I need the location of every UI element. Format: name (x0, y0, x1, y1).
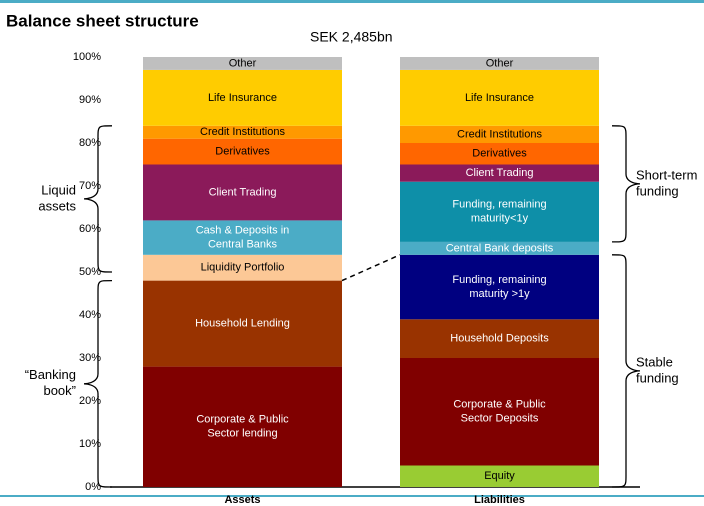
brace (83, 279, 113, 488)
annotation: funding (636, 370, 679, 385)
brace (83, 125, 113, 273)
y-tick-label: 80% (79, 137, 101, 149)
segment-label: Other (486, 57, 514, 69)
annotation: Liquid (41, 182, 76, 197)
segment-label: Household Lending (195, 318, 290, 330)
y-tick-label: 40% (79, 309, 101, 321)
segment-label: maturity >1y (469, 288, 530, 300)
segment-label: Cash & Deposits in (196, 225, 290, 237)
annotation: book” (43, 383, 76, 398)
annotation: “Banking (25, 367, 76, 382)
y-tick-label: 30% (79, 352, 101, 364)
y-tick-label: 0% (85, 481, 101, 493)
y-tick-label: 90% (79, 94, 101, 106)
y-tick-label: 20% (79, 395, 101, 407)
bar-segment (400, 57, 599, 70)
segment-label: Client Trading (209, 186, 277, 198)
bar-segment (400, 241, 599, 255)
bar-segment (143, 125, 342, 139)
bottom-rule (0, 495, 704, 497)
connector (341, 254, 401, 282)
segment-label: Life Insurance (465, 92, 534, 104)
segment-label: Corporate & Public (453, 399, 546, 411)
chart-title: Balance sheet structure (6, 11, 199, 30)
segment-label: Central Bank deposits (446, 242, 554, 254)
bar-segment (143, 69, 342, 126)
segment-label: Sector Deposits (461, 413, 539, 425)
segment-label: Equity (484, 470, 515, 482)
bar-segment (143, 57, 342, 70)
segment-label: Funding, remaining (452, 199, 546, 211)
segment-label: Central Banks (208, 239, 278, 251)
y-tick-label: 10% (79, 438, 101, 450)
segment-label: Household Deposits (450, 333, 549, 345)
annotation: Short-term (636, 167, 697, 182)
bar-segment (400, 69, 599, 126)
segment-label: Life Insurance (208, 92, 277, 104)
bar-segment (143, 138, 342, 165)
top-rule (0, 0, 704, 3)
y-tick-label: 100% (73, 51, 101, 63)
x-tick-label: Assets (224, 494, 260, 506)
y-tick-label: 50% (79, 266, 101, 278)
bar-segment (400, 358, 599, 466)
chart-subtitle: SEK 2,485bn (310, 29, 393, 45)
segment-label: maturity<1y (471, 213, 529, 225)
y-tick-label: 60% (79, 223, 101, 235)
annotation: Stable (636, 354, 673, 369)
bar-segment (143, 220, 342, 255)
segment-label: Credit Institutions (457, 128, 542, 140)
y-tick-label: 70% (79, 180, 101, 192)
segment-label: Other (229, 57, 257, 69)
brace (611, 125, 641, 243)
bar-segment (400, 181, 599, 242)
bar-segment (400, 164, 599, 182)
bar-segment (400, 143, 599, 165)
bar-segment (400, 254, 599, 320)
segment-label: Derivatives (215, 146, 270, 158)
brace (611, 254, 641, 488)
bar-segment (143, 164, 342, 221)
bar-segment (400, 319, 599, 358)
segment-label: Client Trading (466, 167, 534, 179)
segment-label: Funding, remaining (452, 274, 546, 286)
bar-segment (143, 254, 342, 281)
segment-label: Corporate & Public (196, 414, 289, 426)
segment-label: Sector lending (207, 428, 277, 440)
segment-label: Derivatives (472, 148, 527, 160)
annotation: assets (38, 198, 76, 213)
bar-segment (143, 280, 342, 367)
segment-label: Credit Institutions (200, 126, 285, 138)
bar-segment (400, 125, 599, 143)
annotation: funding (636, 183, 679, 198)
bar-segment (400, 465, 599, 487)
bar-segment (143, 366, 342, 487)
x-tick-label: Liabilities (474, 494, 525, 506)
segment-label: Liquidity Portfolio (201, 262, 285, 274)
